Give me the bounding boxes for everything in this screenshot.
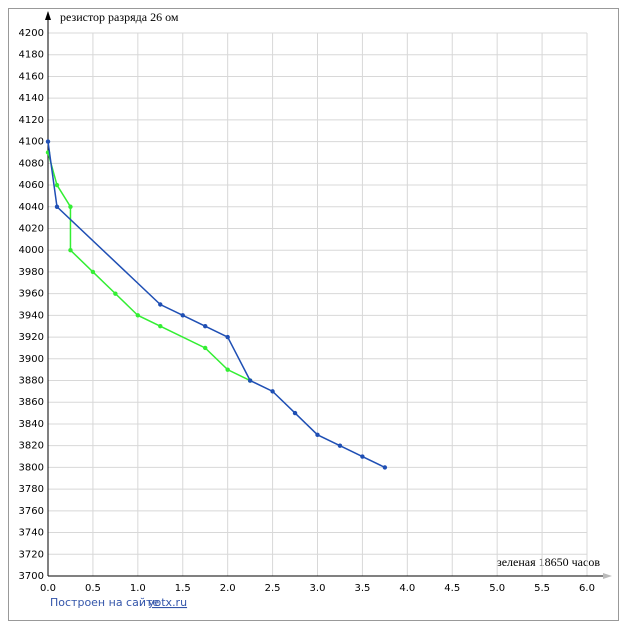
data-point <box>203 345 208 351</box>
y-tick-label: 3860 <box>19 397 44 408</box>
data-point <box>68 204 73 209</box>
x-tick-label: 6.0 <box>579 583 595 594</box>
y-tick-label: 3780 <box>19 484 44 495</box>
y-tick-label: 4100 <box>19 137 44 148</box>
y-tick-label: 4040 <box>19 202 44 213</box>
x-tick-label: 1.0 <box>130 583 146 594</box>
x-tick-label: 4.0 <box>399 583 415 594</box>
data-point <box>203 324 208 329</box>
y-axis-label: резистор разряда 26 ом <box>60 10 179 24</box>
data-point <box>90 269 96 275</box>
y-tick-label: 3740 <box>19 528 44 539</box>
y-tick-label: 3700 <box>19 571 44 582</box>
data-point <box>135 313 141 318</box>
y-axis-arrow <box>45 11 51 20</box>
data-point <box>158 324 163 329</box>
y-tick-label: 3920 <box>19 332 44 343</box>
y-tick-label: 3880 <box>19 376 44 387</box>
y-tick-label: 4160 <box>19 71 44 82</box>
y-tick-label: 4200 <box>19 28 44 39</box>
data-point <box>225 334 230 340</box>
y-tick-label: 3900 <box>19 354 44 365</box>
y-tick-label: 4020 <box>19 223 44 234</box>
y-tick-label: 3760 <box>19 506 44 517</box>
x-tick-label: 3.0 <box>310 583 326 594</box>
x-tick-label: 4.5 <box>444 583 460 594</box>
frame <box>8 8 619 621</box>
data-point <box>54 204 60 209</box>
y-tick-label: 4120 <box>19 115 44 126</box>
y-tick-label: 4060 <box>19 180 44 191</box>
x-tick-label: 1.5 <box>175 583 191 594</box>
y-tick-label: 3800 <box>19 462 44 473</box>
x-axis-label: зеленая 18650 часов <box>497 555 600 569</box>
y-tick-label: 3960 <box>19 289 44 300</box>
x-tick-label: 2.5 <box>265 583 281 594</box>
x-tick-label: 0.5 <box>85 583 101 594</box>
x-tick-label: 2.0 <box>220 583 236 594</box>
data-point <box>315 432 320 438</box>
y-tick-label: 3980 <box>19 267 44 278</box>
data-point <box>382 465 388 470</box>
data-point <box>337 443 343 448</box>
y-tick-label: 3820 <box>19 441 44 452</box>
x-tick-label: 0.0 <box>40 583 56 594</box>
x-tick-label: 3.5 <box>354 583 370 594</box>
y-tick-label: 4140 <box>19 93 44 104</box>
data-point <box>270 389 275 394</box>
data-point <box>360 454 365 459</box>
y-tick-label: 3940 <box>19 310 44 321</box>
footer-link-text[interactable]: yotx.ru <box>148 596 187 609</box>
data-point <box>180 313 185 318</box>
data-point <box>45 139 51 144</box>
x-axis-arrow <box>603 573 612 579</box>
x-tick-label: 5.0 <box>489 583 505 594</box>
data-point <box>68 248 73 253</box>
y-tick-label: 3720 <box>19 549 44 560</box>
x-tick-label: 5.5 <box>534 583 550 594</box>
data-point <box>158 302 163 307</box>
data-point <box>247 378 253 383</box>
data-point <box>113 291 118 296</box>
data-point <box>54 182 60 188</box>
footer-text: Построен на сайте <box>50 596 159 609</box>
y-tick-label: 4180 <box>19 50 44 61</box>
y-tick-label: 4080 <box>19 158 44 169</box>
data-point <box>292 410 298 416</box>
data-point <box>225 367 230 372</box>
footer-link[interactable]: yotx.ru <box>148 596 187 609</box>
y-tick-label: 4000 <box>19 245 44 256</box>
y-tick-label: 3840 <box>19 419 44 430</box>
